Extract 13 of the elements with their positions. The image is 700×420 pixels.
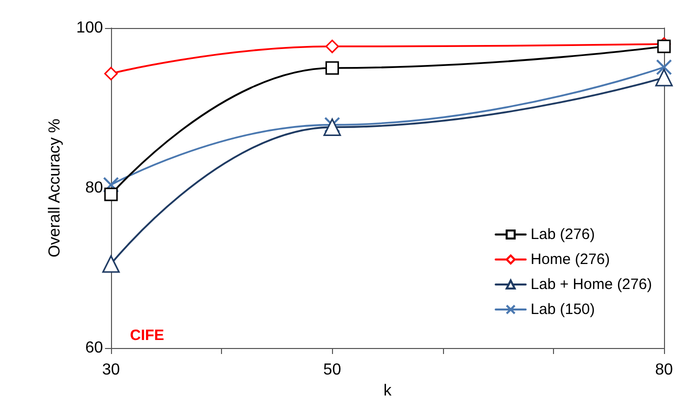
legend-label: Lab + Home (276) <box>530 276 652 293</box>
x-axis-title: k <box>384 382 392 400</box>
y-axis-title: Overall Accuracy % <box>46 118 64 258</box>
y-tick-label: 60 <box>85 340 104 356</box>
legend-label: Home (276) <box>530 251 610 268</box>
legend-label: Lab (150) <box>530 301 595 318</box>
x-tick-label: 30 <box>102 362 120 378</box>
y-tick-label: 80 <box>85 180 104 196</box>
x-tick-label: 80 <box>655 362 673 378</box>
y-tick-label: 100 <box>76 20 104 36</box>
annotation: CIFE <box>130 327 164 344</box>
legend-label: Lab (276) <box>530 226 595 243</box>
x-tick-label: 50 <box>323 362 342 378</box>
